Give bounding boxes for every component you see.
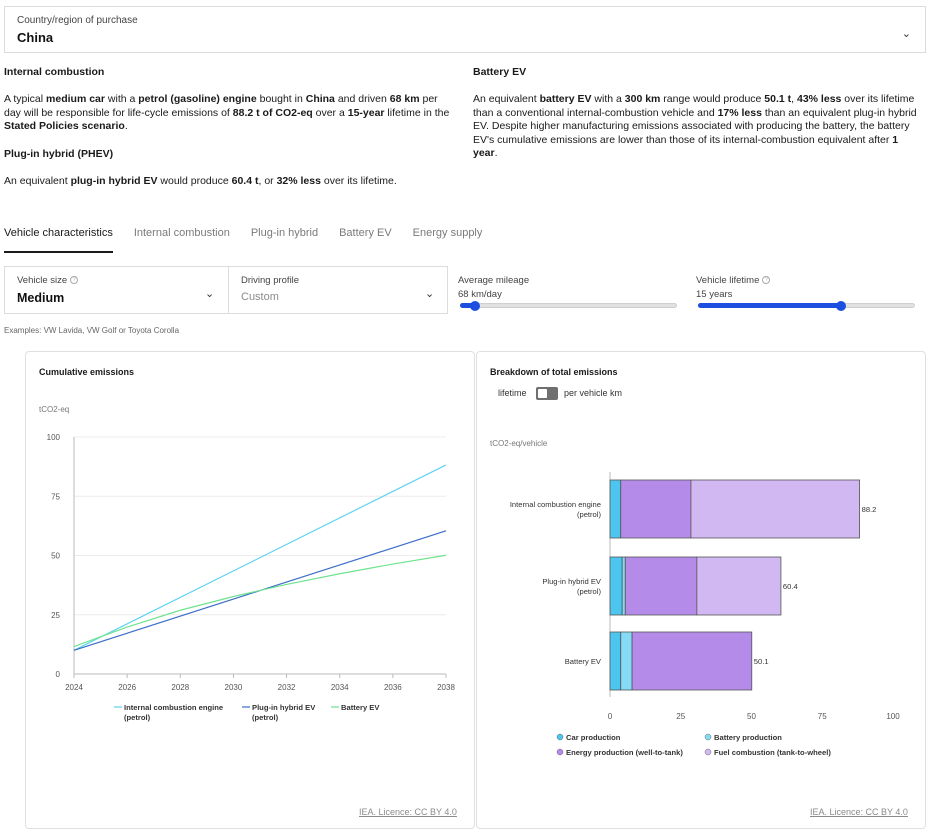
- emissions-breakdown-panel: Breakdown of total emissions lifetime pe…: [476, 351, 926, 829]
- y-tick-label: 0: [56, 670, 61, 679]
- lifetime-per-km-toggle[interactable]: [536, 387, 558, 400]
- legend-label: Car production: [566, 733, 621, 742]
- x-tick-label: 75: [818, 712, 827, 721]
- vehicle-size-select[interactable]: Vehicle size? Medium ⌄: [4, 266, 229, 314]
- x-tick-label: 2030: [225, 683, 243, 692]
- x-tick-label: 2036: [384, 683, 402, 692]
- chevron-down-icon: ⌄: [425, 288, 435, 300]
- credit-link[interactable]: IEA. Licence: CC BY 4.0: [810, 807, 908, 817]
- y-axis-label: tCO2-eq: [39, 405, 69, 414]
- x-tick-label: 100: [886, 712, 900, 721]
- legend-label: Battery EV: [341, 703, 380, 712]
- lifetime-label: Vehicle lifetime?: [696, 275, 771, 286]
- x-tick-label: 25: [676, 712, 685, 721]
- bar-segment: [609, 631, 622, 691]
- summary-left: Internal combustion A typical medium car…: [4, 66, 454, 202]
- x-tick-label: 2028: [171, 683, 189, 692]
- toggle-label-lifetime: lifetime: [498, 388, 527, 398]
- bar-segment: [624, 556, 698, 616]
- chart-title: Breakdown of total emissions: [490, 367, 618, 377]
- x-tick-label: 0: [608, 712, 613, 721]
- mileage-value: 68 km/day: [458, 289, 502, 300]
- chart-title: Cumulative emissions: [39, 367, 135, 377]
- legend-label: Fuel combustion (tank-to-wheel): [714, 748, 831, 757]
- y-tick-label: 50: [51, 552, 60, 561]
- mileage-slider-fill: [460, 303, 476, 308]
- bar-segment: [690, 479, 861, 539]
- x-tick-label: 2038: [437, 683, 455, 692]
- lifetime-slider-handle[interactable]: [836, 301, 847, 311]
- bar-total-label: 88.2: [862, 505, 877, 514]
- legend-swatch: [704, 733, 712, 741]
- question-icon[interactable]: ?: [762, 276, 771, 284]
- bar-segment: [631, 631, 753, 691]
- lifetime-value: 15 years: [696, 289, 733, 300]
- driving-profile-placeholder: Custom: [241, 291, 279, 303]
- credit-link[interactable]: IEA. Licence: CC BY 4.0: [359, 807, 457, 817]
- series-line: [73, 554, 447, 648]
- category-label: Internal combustion engine (petrol): [510, 500, 602, 519]
- x-tick-label: 50: [747, 712, 756, 721]
- tab-bar: Vehicle characteristics Internal combust…: [4, 224, 503, 253]
- chevron-down-icon: ⌄: [901, 28, 911, 40]
- legend-label: Plug-in hybrid EV (petrol): [252, 703, 316, 722]
- tab-plug-in-hybrid[interactable]: Plug-in hybrid: [250, 227, 319, 239]
- country-select-label: Country/region of purchase: [17, 15, 138, 26]
- legend-swatch: [556, 733, 564, 741]
- driving-profile-select[interactable]: Driving profile Custom ⌄: [228, 266, 448, 314]
- summary-right: Battery EV An equivalent battery EV with…: [473, 66, 923, 174]
- bar-chart: tCO2-eq/vehicle Internal combustion engin…: [490, 439, 900, 757]
- tab-vehicle-characteristics[interactable]: Vehicle characteristics: [4, 224, 113, 253]
- x-tick-label: 2034: [331, 683, 349, 692]
- toggle-knob: [538, 389, 547, 398]
- bar-segment: [620, 631, 633, 691]
- examples-note: Examples: VW Lavida, VW Golf or Toyota C…: [4, 326, 180, 335]
- vehicle-size-label: Vehicle size?: [17, 275, 79, 286]
- category-label: Plug-in hybrid EV (petrol): [542, 577, 602, 596]
- legend-label: Energy production (well-to-tank): [566, 748, 683, 757]
- lifetime-slider-fill: [698, 303, 842, 308]
- bar-segment: [609, 479, 622, 539]
- bev-description: An equivalent battery EV with a 300 km r…: [473, 93, 917, 160]
- bar-segment: [609, 556, 623, 616]
- bar-segment: [621, 556, 626, 616]
- legend-label: Battery production: [714, 733, 782, 742]
- legend-swatch: [704, 748, 712, 756]
- x-tick-label: 2026: [118, 683, 136, 692]
- question-icon[interactable]: ?: [70, 276, 79, 284]
- ice-description: A typical medium car with a petrol (gaso…: [4, 93, 450, 133]
- chevron-down-icon: ⌄: [205, 288, 215, 300]
- mileage-slider-track[interactable]: [460, 303, 677, 308]
- legend-label: Internal combustion engine (petrol): [124, 703, 223, 722]
- x-axis-label: tCO2-eq/vehicle: [490, 439, 548, 448]
- country-select-value: China: [17, 30, 54, 45]
- tab-internal-combustion[interactable]: Internal combustion: [133, 227, 230, 239]
- mileage-slider-handle[interactable]: [470, 301, 481, 311]
- x-tick-label: 2032: [278, 683, 296, 692]
- tab-energy-supply[interactable]: Energy supply: [412, 227, 483, 239]
- tab-battery-ev[interactable]: Battery EV: [339, 227, 392, 239]
- y-tick-label: 25: [51, 611, 60, 620]
- phev-description: An equivalent plug-in hybrid EV would pr…: [4, 175, 397, 188]
- line-chart: tCO2-eq 0 25 50 75 100 2024 2026 2028 2030 2032 203…: [39, 405, 455, 722]
- driving-profile-label: Driving profile: [241, 275, 300, 286]
- mileage-label: Average mileage: [458, 275, 530, 286]
- bar-segment: [620, 479, 692, 539]
- bar-total-label: 60.4: [783, 582, 798, 591]
- x-tick-label: 2024: [65, 683, 83, 692]
- y-tick-label: 100: [47, 433, 61, 442]
- ice-heading: Internal combustion: [4, 66, 105, 78]
- phev-heading: Plug-in hybrid (PHEV): [4, 147, 114, 160]
- category-label: Battery EV: [565, 657, 602, 666]
- toggle-label-per-km: per vehicle km: [564, 388, 623, 398]
- vehicle-size-value: Medium: [17, 291, 65, 305]
- bev-heading: Battery EV: [473, 66, 527, 78]
- legend-swatch: [556, 748, 564, 756]
- country-select[interactable]: Country/region of purchase China ⌄: [4, 6, 926, 53]
- bar-total-label: 50.1: [754, 657, 769, 666]
- y-tick-label: 75: [51, 492, 60, 501]
- series-line: [73, 464, 447, 651]
- bar-segment: [696, 556, 782, 616]
- cumulative-emissions-panel: Cumulative emissions tCO2-eq 0 25 50 75 100 20…: [25, 351, 475, 829]
